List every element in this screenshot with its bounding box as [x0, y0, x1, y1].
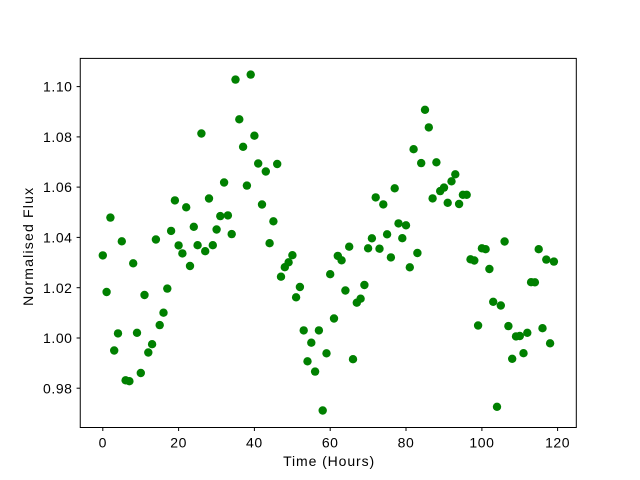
- svg-text:Normalised Flux: Normalised Flux: [20, 187, 36, 306]
- svg-text:1.04: 1.04: [43, 230, 72, 246]
- svg-text:0.98: 0.98: [43, 380, 72, 396]
- svg-text:20: 20: [170, 435, 187, 451]
- svg-text:1.00: 1.00: [43, 330, 72, 346]
- svg-text:60: 60: [322, 435, 339, 451]
- svg-text:120: 120: [545, 435, 570, 451]
- svg-text:1.08: 1.08: [43, 129, 72, 145]
- svg-text:0: 0: [99, 435, 107, 451]
- svg-text:1.06: 1.06: [43, 179, 72, 195]
- svg-text:40: 40: [246, 435, 263, 451]
- svg-text:80: 80: [398, 435, 415, 451]
- svg-text:1.02: 1.02: [43, 280, 72, 296]
- svg-text:100: 100: [469, 435, 494, 451]
- svg-text:1.10: 1.10: [43, 79, 72, 95]
- svg-text:Time (Hours): Time (Hours): [283, 453, 375, 469]
